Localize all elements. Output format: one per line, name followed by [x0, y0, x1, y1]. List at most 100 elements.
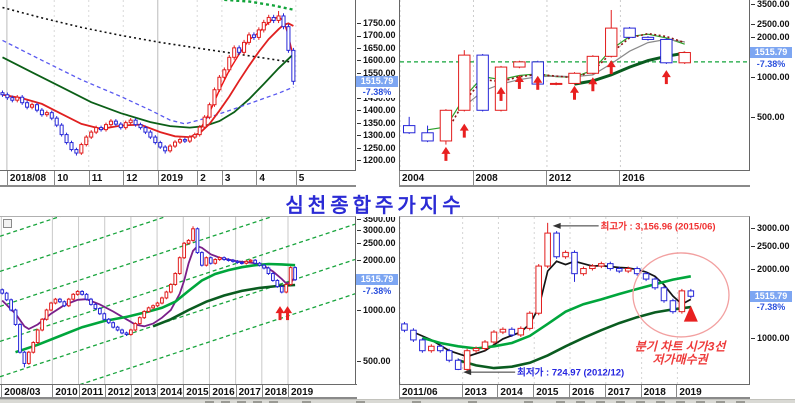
x-tick-label: 2012 — [107, 387, 130, 398]
price-annotation: 최고가 : 3,156.96 (2015/06) — [601, 220, 716, 232]
price-annotation: 최저가 : 724.97 (2012/12) — [517, 367, 624, 379]
scrollbar-mark — [468, 401, 477, 403]
y-tick-label: 1200.00 — [357, 155, 396, 165]
current-price-badge: 1515.79 — [750, 290, 792, 302]
x-tick-label: 3 — [224, 173, 231, 184]
x-tick-mark — [88, 171, 90, 185]
y-tick-label: 2500.00 — [751, 241, 790, 251]
x-tick-mark — [261, 385, 263, 397]
x-tick-mark — [640, 385, 642, 397]
scrollbar-mark — [221, 401, 230, 403]
x-tick-label: 2016 — [572, 387, 595, 398]
yearly-chart-canvas[interactable] — [399, 0, 750, 170]
y-tick-label: 3000.00 — [751, 223, 790, 233]
x-tick-label: 2004 — [402, 173, 425, 184]
analyst-note: 분기 차트 시가3선 — [635, 340, 728, 354]
monthly-chart-canvas[interactable] — [0, 216, 356, 384]
y-tick-label: 2500.00 — [751, 19, 790, 29]
y-tick-label: 1000.00 — [751, 333, 790, 343]
x-tick-label: 2018/08 — [9, 173, 47, 184]
x-tick-mark — [183, 385, 185, 397]
scrollbar-mark — [524, 401, 533, 403]
scrollbar-mark — [596, 401, 605, 403]
x-tick-label: 2014 — [160, 387, 183, 398]
x-tick-mark — [6, 171, 8, 185]
x-tick-label: 12 — [126, 173, 138, 184]
x-tick-label: 10 — [57, 173, 69, 184]
scrollbar-mark — [302, 401, 311, 403]
x-tick-mark — [104, 385, 106, 397]
daily-chart-x-axis: 2018/08 10 11 12 2019 2 3 4 5 — [0, 170, 357, 187]
x-tick-label: 2018 — [643, 387, 666, 398]
scrollbar-mark — [736, 401, 745, 403]
analyst-note: 저가매수권 — [652, 353, 709, 367]
y-tick-label: 1350.00 — [357, 118, 396, 128]
scrollbar-mark — [356, 401, 365, 403]
x-tick-label: 5 — [298, 173, 305, 184]
x-tick-mark — [399, 171, 400, 185]
x-tick-mark — [533, 385, 535, 397]
scrollbar-mark — [576, 401, 585, 403]
legend-toggle[interactable] — [3, 219, 12, 228]
x-tick-mark — [130, 385, 132, 397]
x-tick-mark — [123, 171, 125, 185]
current-price-badge: 1515.79 — [356, 75, 398, 87]
y-tick-label: 1000.00 — [751, 72, 790, 82]
y-tick-label: 2000.00 — [751, 32, 790, 42]
change-percent: -7.38% — [356, 87, 398, 99]
x-tick-label: 2019 — [291, 387, 314, 398]
y-tick-label: 3500.00 — [751, 0, 790, 9]
y-tick-label: 1700.00 — [357, 30, 396, 40]
y-tick-label: 1300.00 — [357, 130, 396, 140]
scrollbar-mark — [269, 401, 278, 403]
x-tick-mark — [461, 385, 463, 397]
x-tick-label: 2015 — [536, 387, 559, 398]
x-tick-label: 2011/06 — [402, 387, 438, 398]
x-tick-mark — [78, 385, 80, 397]
x-tick-label: 2010 — [55, 387, 78, 398]
y-tick-label: 3000.00 — [357, 225, 396, 235]
x-tick-mark — [235, 385, 237, 397]
y-tick-label: 1600.00 — [357, 55, 396, 65]
daily-chart-canvas[interactable] — [0, 0, 356, 170]
x-tick-mark — [676, 385, 678, 397]
x-tick-label: 2013 — [464, 387, 487, 398]
change-percent: -7.38% — [750, 58, 792, 70]
x-tick-label: 4 — [259, 173, 265, 184]
scrollbar-mark — [616, 401, 625, 403]
change-percent: -7.38% — [356, 285, 398, 297]
x-tick-label: 2014 — [500, 387, 523, 398]
x-tick-label: 2016 — [622, 173, 645, 184]
x-tick-label: 2019 — [160, 173, 184, 184]
current-price-badge: 1515.79 — [356, 274, 398, 286]
horizontal-scrollbar[interactable] — [0, 399, 795, 403]
y-tick-label: 3500.00 — [357, 217, 396, 224]
x-tick-mark — [209, 385, 211, 397]
daily-chart-y-axis: 1750.001700.001650.001600.001550.001500.… — [356, 0, 399, 188]
x-tick-mark — [157, 171, 159, 185]
quarterly-chart-canvas[interactable]: 최고가 : 3,156.96 (2015/06) 최저가 : 724.97 (20… — [399, 216, 750, 384]
y-tick-label: 2000.00 — [751, 264, 790, 274]
x-tick-mark — [1, 385, 3, 397]
x-tick-mark — [197, 171, 199, 185]
y-tick-label: 1750.00 — [357, 18, 396, 28]
x-tick-mark — [497, 385, 499, 397]
x-tick-label: 2019 — [679, 387, 702, 398]
y-tick-label: 500.00 — [751, 112, 785, 122]
x-tick-mark — [604, 385, 606, 397]
scrollbar-mark — [237, 401, 246, 403]
y-tick-label: 1400.00 — [357, 105, 396, 115]
chart-title: 심천종합주가지수 — [285, 193, 465, 217]
x-tick-mark — [157, 385, 159, 397]
y-tick-label: 1550.00 — [357, 68, 396, 78]
change-percent: -7.38% — [750, 302, 792, 314]
x-tick-label: 2017 — [238, 387, 261, 398]
scrollbar-mark — [676, 401, 685, 403]
scrollbar-mark — [696, 401, 705, 403]
x-tick-label: 2008/03 — [4, 387, 41, 398]
current-price-badge: 1515.79 — [750, 47, 792, 58]
x-tick-label: 2008 — [475, 173, 498, 184]
y-tick-label: 500.00 — [357, 356, 391, 366]
x-tick-mark — [221, 171, 223, 185]
